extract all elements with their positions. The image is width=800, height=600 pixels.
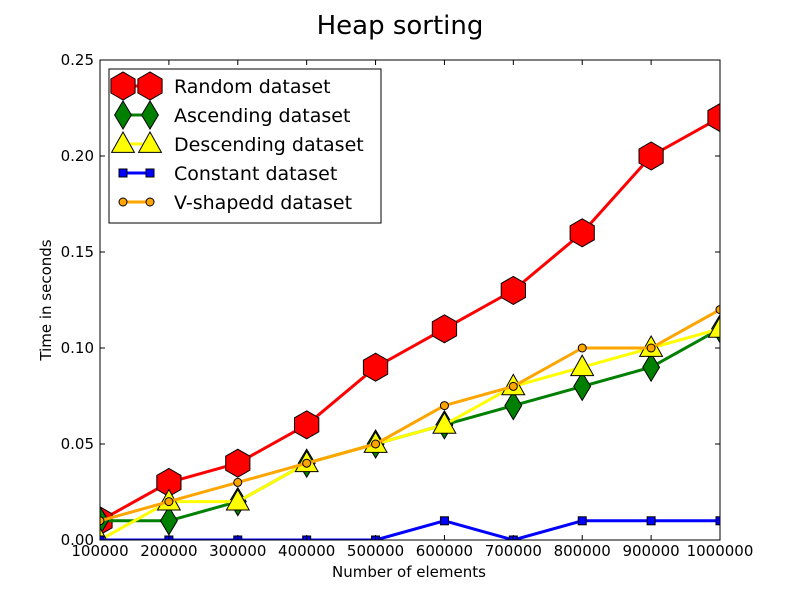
legend-entry: Random dataset [110, 71, 331, 101]
data-point [569, 354, 595, 377]
data-point [638, 141, 664, 171]
x-axis-label: Number of elements [332, 563, 486, 581]
data-point [715, 516, 720, 526]
y-tick-label: 0.20 [61, 147, 94, 165]
legend-marker [137, 130, 163, 153]
legend-label: V-shapedd dataset [174, 192, 352, 214]
legend-marker [110, 71, 136, 101]
series-line [100, 308, 720, 523]
data-point [500, 275, 526, 305]
data-point [431, 314, 458, 344]
data-point [371, 439, 381, 449]
legend-label: Descending dataset [174, 134, 364, 156]
legend-entry: Constant dataset [118, 163, 337, 185]
data-point [642, 352, 661, 383]
data-point [569, 218, 595, 248]
data-point [362, 352, 389, 382]
y-tick-label: 0.05 [61, 435, 94, 453]
legend-marker [145, 168, 155, 178]
data-point [508, 381, 518, 391]
x-tick-label: 600000 [416, 542, 473, 560]
y-tick-label: 0.10 [61, 339, 94, 357]
data-point [707, 103, 720, 133]
data-point [715, 305, 720, 315]
legend-marker [114, 100, 132, 130]
legend: Random dataset Ascending dataset Descendin… [108, 68, 382, 224]
x-tick-label: 100000 [71, 542, 128, 560]
ticks-layer: 100000 200000 300000 400000 500000 600000 7000… [61, 51, 754, 560]
legend-marker [118, 197, 128, 207]
x-tick-label: 200000 [140, 542, 197, 560]
data-point [707, 315, 720, 338]
data-point [164, 497, 174, 507]
x-tick-label: 300000 [209, 542, 266, 560]
data-point [159, 505, 178, 536]
legend-entry: Descending dataset [110, 130, 364, 156]
data-point [504, 390, 523, 421]
data-point [432, 411, 457, 434]
data-point [646, 343, 656, 353]
data-point [233, 477, 243, 487]
data-point [646, 516, 656, 526]
legend-marker [110, 130, 136, 153]
data-point [156, 467, 182, 497]
legend-label: Random dataset [174, 76, 331, 98]
legend-marker [118, 168, 128, 178]
x-tick-label: 500000 [347, 542, 404, 560]
series-line [100, 116, 720, 523]
data-point [225, 448, 251, 478]
x-tick-label: 800000 [554, 542, 611, 560]
data-point [573, 371, 592, 402]
series-5 [100, 305, 720, 526]
x-tick-label: 1000000 [687, 542, 754, 560]
data-point [225, 488, 251, 511]
y-tick-label: 0.25 [61, 51, 94, 69]
data-point [439, 401, 449, 411]
data-point [100, 516, 105, 526]
y-tick-label: 0.15 [61, 243, 94, 261]
data-point [100, 535, 105, 540]
legend-label: Ascending dataset [174, 105, 350, 127]
data-point [302, 458, 312, 468]
chart-title: Heap sorting [317, 11, 484, 41]
y-tick-label: 0.00 [61, 531, 94, 549]
legend-marker [141, 100, 159, 130]
legend-entry: V-shapedd dataset [118, 192, 352, 214]
legend-marker [145, 197, 155, 207]
y-axis-label: Time in seconds [37, 239, 55, 361]
x-tick-label: 900000 [622, 542, 679, 560]
legend-marker [137, 71, 163, 101]
data-point [577, 343, 587, 353]
x-tick-label: 700000 [485, 542, 542, 560]
data-point [439, 516, 449, 526]
series-line [100, 519, 720, 540]
data-point [577, 516, 587, 526]
legend-entry: Ascending dataset [114, 100, 350, 130]
legend-label: Constant dataset [174, 163, 337, 185]
x-tick-label: 400000 [278, 542, 335, 560]
data-point [294, 410, 320, 440]
plot-frame [99, 59, 721, 541]
series-line [100, 327, 720, 540]
